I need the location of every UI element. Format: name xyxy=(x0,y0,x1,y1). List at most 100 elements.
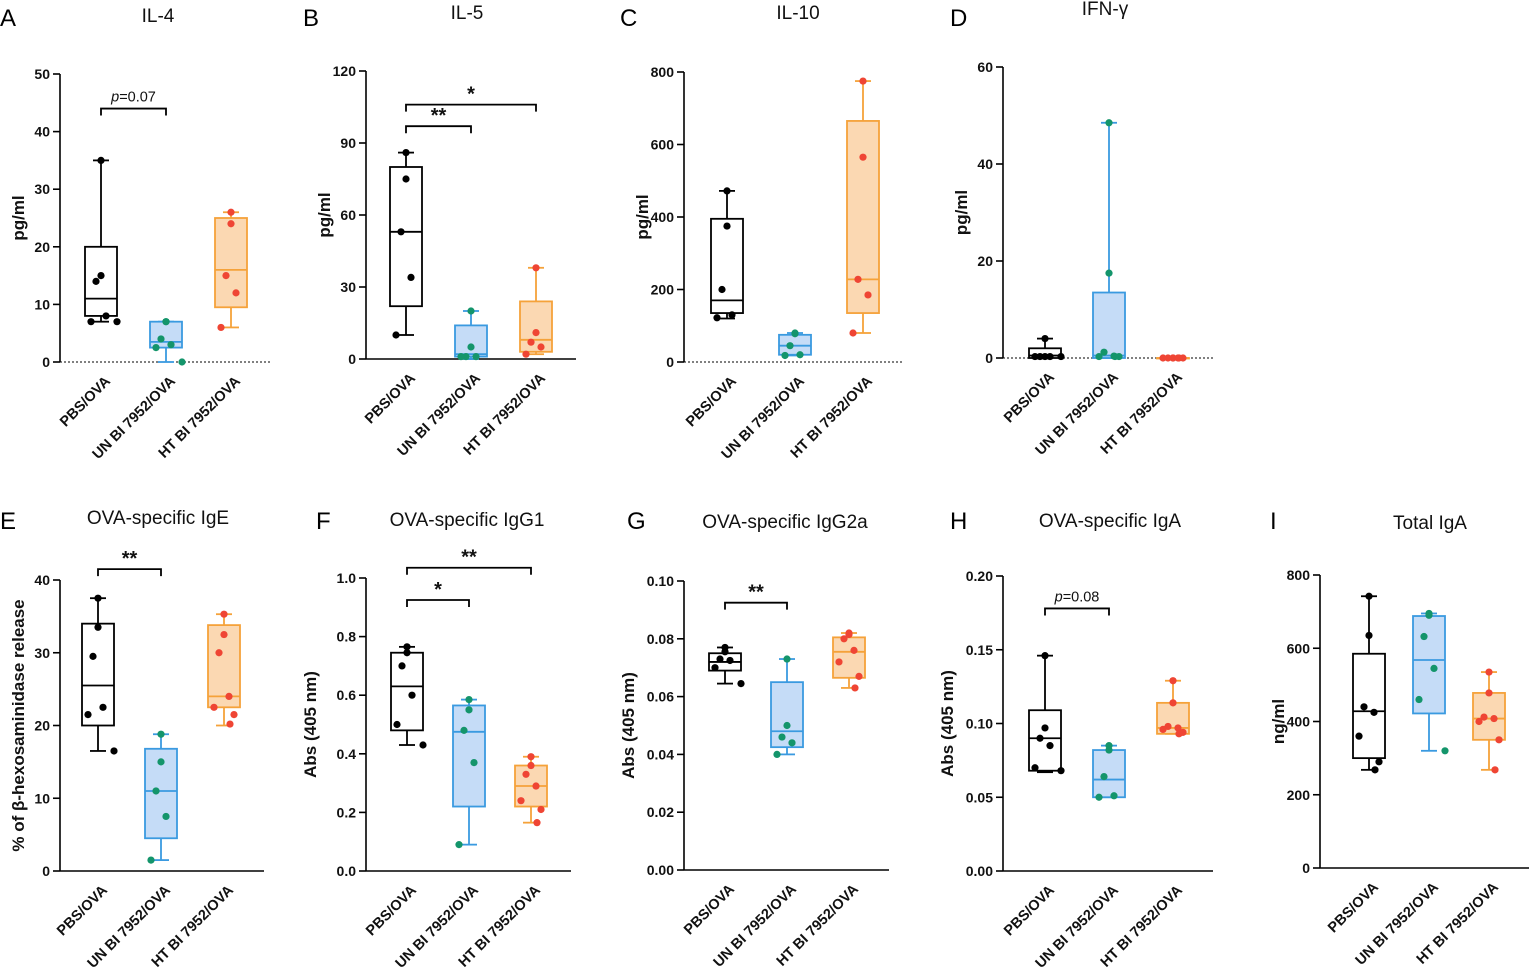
significance-label: * xyxy=(467,84,475,106)
y-tick-label: 400 xyxy=(651,209,675,225)
panel-letter: G xyxy=(627,508,646,535)
data-point xyxy=(718,285,726,294)
data-point xyxy=(1375,758,1383,766)
y-tick-label: 0 xyxy=(985,350,993,366)
y-tick-label: 30 xyxy=(340,279,356,295)
panel-letter: A xyxy=(0,5,16,32)
data-point xyxy=(226,720,234,728)
data-point xyxy=(210,703,218,711)
data-point xyxy=(864,291,872,299)
data-point xyxy=(470,758,478,767)
box-pbs-ova xyxy=(84,156,121,326)
data-point xyxy=(1420,632,1428,641)
data-point xyxy=(113,318,121,326)
data-point xyxy=(402,149,410,157)
data-point xyxy=(157,758,165,766)
data-point xyxy=(407,273,415,281)
panel-title: OVA-specific IgA xyxy=(1039,511,1182,532)
data-point xyxy=(532,782,540,790)
data-point xyxy=(851,684,859,692)
data-point xyxy=(791,330,799,338)
box-ht-bi-7952-ova xyxy=(207,610,241,728)
panel-title: OVA-specific IgG1 xyxy=(390,510,545,531)
data-point xyxy=(97,272,105,280)
significance-label: p=0.08 xyxy=(1054,589,1100,605)
box-iqr xyxy=(149,320,183,349)
data-point xyxy=(1169,699,1177,707)
data-point xyxy=(94,623,102,631)
data-point xyxy=(94,594,102,602)
y-tick-label: 0.02 xyxy=(647,804,674,820)
data-point xyxy=(462,353,470,361)
significance-label: ** xyxy=(461,547,477,569)
box-ht-bi-7952-ova xyxy=(514,753,548,827)
panel-e: E OVA-specific IgE 0 10 20 30 40 % of β-hexosam… xyxy=(0,508,264,972)
data-point xyxy=(232,289,240,297)
box-iqr xyxy=(454,324,488,358)
y-tick-label: 0.10 xyxy=(966,716,993,732)
data-point xyxy=(1365,631,1373,640)
y-tick-label: 20 xyxy=(977,253,993,269)
data-point xyxy=(1495,736,1503,744)
box-ht-bi-7952-ova xyxy=(1156,677,1190,738)
data-point xyxy=(1105,746,1113,754)
data-point xyxy=(1105,269,1113,277)
y-tick-label: 30 xyxy=(34,645,50,661)
y-tick-label: 400 xyxy=(1287,714,1311,730)
box-pbs-ova xyxy=(1028,652,1065,775)
data-point xyxy=(97,156,105,164)
y-tick-label: 0 xyxy=(42,863,50,879)
significance-bracket xyxy=(724,601,788,610)
y-tick-label: 200 xyxy=(1287,787,1311,803)
data-point xyxy=(152,344,160,352)
y-tick-label: 50 xyxy=(34,66,50,82)
data-point xyxy=(460,726,468,734)
significance-bracket xyxy=(100,107,167,116)
data-point xyxy=(1041,335,1049,343)
data-point xyxy=(110,747,118,755)
data-point xyxy=(215,649,223,657)
panel-letter: D xyxy=(950,5,967,32)
box-un-bi-7952-ova xyxy=(1092,119,1126,361)
data-point xyxy=(1169,677,1177,685)
data-point xyxy=(1370,708,1378,716)
box-iqr xyxy=(81,622,115,727)
box-iqr xyxy=(452,704,486,808)
panel-title: IL-4 xyxy=(142,6,175,27)
data-point xyxy=(527,761,535,770)
y-axis-label: Abs (405 nm) xyxy=(301,671,320,778)
data-point xyxy=(147,856,155,864)
data-point xyxy=(1105,119,1113,127)
y-tick-label: 200 xyxy=(651,282,675,298)
data-point xyxy=(398,662,406,670)
y-tick-label: 0.15 xyxy=(966,642,993,658)
data-point xyxy=(1159,725,1167,734)
data-point xyxy=(402,175,410,183)
data-point xyxy=(472,353,480,361)
box-iqr xyxy=(207,624,241,709)
box-un-bi-7952-ova xyxy=(454,307,488,361)
box-iqr xyxy=(1092,291,1126,359)
y-axis-label: Abs (405 nm) xyxy=(938,670,957,777)
box-pbs-ova xyxy=(1352,592,1386,774)
data-point xyxy=(1031,352,1039,361)
box-iqr xyxy=(1472,692,1506,741)
data-point xyxy=(1095,352,1103,361)
x-category-label: PBS/OVA xyxy=(683,373,740,430)
data-point xyxy=(1111,352,1119,361)
significance-label: p=0.07 xyxy=(110,90,156,106)
data-point xyxy=(1169,354,1177,362)
y-tick-label: 30 xyxy=(34,181,50,197)
data-point xyxy=(1425,611,1433,619)
data-point xyxy=(1365,592,1373,600)
data-point xyxy=(1174,724,1182,732)
y-tick-label: 40 xyxy=(34,572,50,588)
data-point xyxy=(716,655,724,663)
y-tick-label: 0 xyxy=(42,354,50,370)
y-tick-label: 0.06 xyxy=(647,689,674,705)
y-tick-label: 0.04 xyxy=(647,746,674,762)
data-point xyxy=(1475,717,1483,726)
data-point xyxy=(1480,713,1488,721)
panel-title: IFN-γ xyxy=(1082,0,1129,20)
